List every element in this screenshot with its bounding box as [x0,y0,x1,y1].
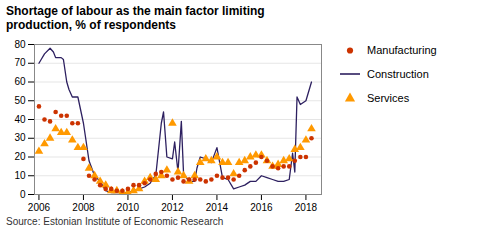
svg-text:80: 80 [14,39,26,50]
svg-text:2014: 2014 [206,202,229,213]
html-text:Source: Estonian Institute of: Source: Estonian Institute of Economic R… [6,216,224,227]
svg-text:20: 20 [14,151,26,162]
svg-text:2016: 2016 [250,202,273,213]
svg-text:2008: 2008 [72,202,95,213]
svg-text:0: 0 [20,189,26,200]
html-text:Manufacturing: Manufacturing [367,44,437,56]
svg-text:70: 70 [14,57,26,68]
svg-text:60: 60 [14,76,26,87]
svg-text:2006: 2006 [28,202,51,213]
svg-text:2018: 2018 [295,202,318,213]
svg-text:50: 50 [14,95,26,106]
html-text:Shortage of labour as the main: Shortage of labour as the main factor li… [6,4,265,32]
svg-text:2012: 2012 [161,202,184,213]
svg-text:40: 40 [14,114,26,125]
html-text:Construction: Construction [367,68,429,80]
svg-text:10: 10 [14,170,26,181]
svg-text:30: 30 [14,132,26,143]
svg-text:2010: 2010 [117,202,140,213]
html-text:Services: Services [367,92,410,104]
